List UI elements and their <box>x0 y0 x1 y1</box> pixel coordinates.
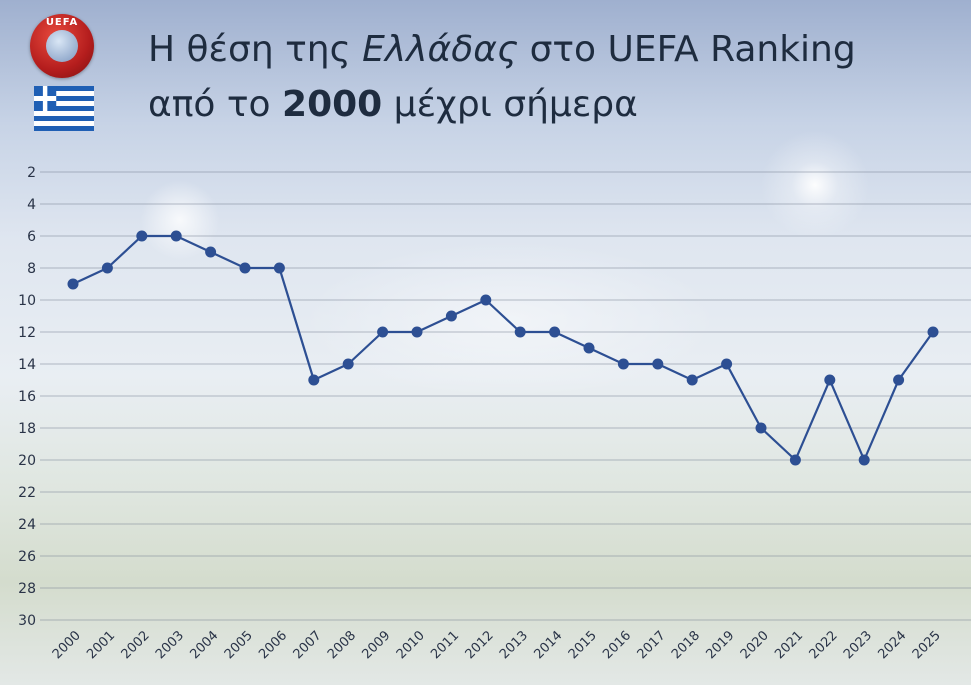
x-tick-label: 2004 <box>187 628 221 662</box>
data-point <box>652 358 664 370</box>
title-line-2: από το 2000 μέχρι σήμερα <box>148 77 856 132</box>
y-tick-label: 24 <box>18 517 36 533</box>
title-pre: Η θέση της <box>148 29 363 70</box>
y-tick-label: 10 <box>18 293 36 309</box>
data-point <box>308 374 320 386</box>
data-point <box>67 278 79 290</box>
x-tick-label: 2020 <box>738 628 772 662</box>
x-tick-label: 2024 <box>875 628 909 662</box>
data-point <box>824 374 836 386</box>
x-tick-label: 2023 <box>841 628 875 662</box>
data-point <box>514 326 526 338</box>
x-tick-label: 2003 <box>153 628 187 662</box>
data-point <box>858 454 870 466</box>
series-greece-ranking <box>67 230 939 466</box>
title-line-1: Η θέση της Ελλάδας στο UEFA Ranking <box>148 22 856 77</box>
data-point <box>583 342 595 354</box>
chart-header: UEFA Η θέση της Ελλάδας στο UEFA Ranking… <box>0 0 971 150</box>
data-point <box>721 358 733 370</box>
x-tick-label: 2002 <box>119 628 153 662</box>
data-point <box>101 262 113 274</box>
data-point <box>273 262 285 274</box>
y-tick-label: 6 <box>27 229 36 245</box>
x-tick-label: 2025 <box>910 628 944 662</box>
data-point <box>549 326 561 338</box>
x-tick-label: 2013 <box>497 628 531 662</box>
x-tick-label: 2017 <box>635 628 669 662</box>
y-tick-label: 20 <box>18 453 36 469</box>
y-tick-label: 16 <box>18 389 36 405</box>
y-tick-label: 12 <box>18 325 36 341</box>
y-tick-label: 2 <box>27 165 36 181</box>
data-point <box>617 358 629 370</box>
data-point <box>136 230 148 242</box>
y-tick-label: 8 <box>27 261 36 277</box>
data-point <box>480 294 492 306</box>
data-point <box>445 310 457 322</box>
y-tick-label: 28 <box>18 581 36 597</box>
data-point <box>893 374 905 386</box>
x-tick-label: 2007 <box>291 628 325 662</box>
subtitle-year: 2000 <box>282 84 383 125</box>
x-tick-label: 2005 <box>222 628 256 662</box>
y-tick-label: 22 <box>18 485 36 501</box>
grid <box>40 171 971 621</box>
title-post: στο UEFA Ranking <box>518 29 856 70</box>
subtitle-pre: από το <box>148 84 283 125</box>
data-point <box>927 326 939 338</box>
x-tick-label: 2010 <box>394 628 428 662</box>
y-tick-label: 26 <box>18 549 36 565</box>
x-tick-label: 2009 <box>359 628 393 662</box>
x-tick-label: 2022 <box>807 628 841 662</box>
data-point <box>205 246 217 258</box>
data-point <box>170 230 182 242</box>
x-tick-label: 2019 <box>703 628 737 662</box>
x-tick-label: 2012 <box>463 628 497 662</box>
title-country: Ελλάδας <box>362 29 519 70</box>
x-tick-label: 2000 <box>50 628 84 662</box>
y-tick-label: 4 <box>27 197 36 213</box>
x-tick-label: 2014 <box>531 628 565 662</box>
x-tick-label: 2016 <box>600 628 634 662</box>
y-tick-label: 18 <box>18 421 36 437</box>
logo-text: UEFA <box>45 17 79 28</box>
y-tick-label: 14 <box>18 357 36 373</box>
data-point <box>686 374 698 386</box>
data-point <box>755 422 767 434</box>
x-axis: 2000 2001 2002 2003 2004 2005 2006 2007 2008 2009… <box>50 628 944 662</box>
data-point <box>789 454 801 466</box>
data-point <box>342 358 354 370</box>
data-point <box>411 326 423 338</box>
data-point <box>239 262 251 274</box>
x-tick-label: 2015 <box>566 628 600 662</box>
uefa-logo-icon: UEFA <box>30 14 94 78</box>
greek-flag-icon <box>34 86 94 131</box>
y-tick-label: 30 <box>18 613 36 629</box>
x-tick-label: 2008 <box>325 628 359 662</box>
chart-title: Η θέση της Ελλάδας στο UEFA Ranking από … <box>148 22 856 132</box>
series-line <box>72 234 934 462</box>
x-tick-label: 2006 <box>256 628 290 662</box>
x-tick-label: 2018 <box>669 628 703 662</box>
x-tick-label: 2011 <box>428 628 462 662</box>
x-tick-label: 2001 <box>84 628 118 662</box>
globe-icon <box>46 30 78 62</box>
data-point <box>377 326 389 338</box>
x-tick-label: 2021 <box>772 628 806 662</box>
subtitle-post: μέχρι σήμερα <box>382 84 638 125</box>
